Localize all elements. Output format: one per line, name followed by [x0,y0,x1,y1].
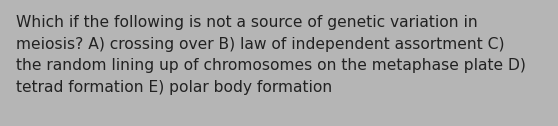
Text: Which if the following is not a source of genetic variation in
meiosis? A) cross: Which if the following is not a source o… [16,15,526,95]
